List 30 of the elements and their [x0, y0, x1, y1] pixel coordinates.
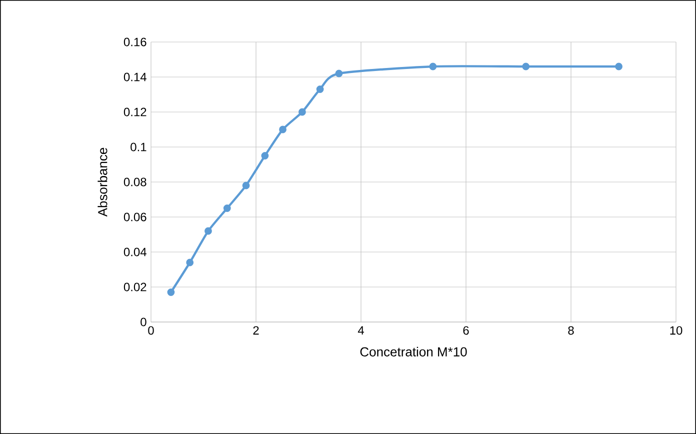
y-tick-label: 0.06: [124, 212, 146, 222]
point: [522, 62, 530, 70]
y-tick-label: 0.1: [130, 142, 146, 152]
x-tick-label: 0: [148, 326, 154, 335]
point: [223, 204, 231, 212]
point: [335, 70, 343, 78]
y-tick-label: 0.12: [124, 108, 146, 116]
point: [242, 182, 250, 190]
y-tick-label: 0.04: [124, 248, 146, 256]
point: [429, 62, 437, 70]
point: [279, 126, 286, 134]
point: [204, 227, 212, 235]
x-tick-label: 2: [253, 326, 259, 335]
x-tick-label: 10: [670, 326, 682, 335]
x-axis-title: Concetration M*10: [360, 346, 467, 356]
point: [186, 258, 194, 266]
y-tick-label: 0.02: [124, 282, 146, 292]
y-tick-label: 0.14: [124, 72, 146, 82]
point: [298, 108, 306, 116]
point: [615, 62, 622, 70]
point: [316, 86, 324, 93]
y-tick-label: 0.16: [124, 38, 146, 46]
point: [167, 288, 175, 296]
x-tick-label: 6: [463, 326, 469, 335]
y-axis-title: Absorbance: [98, 148, 108, 217]
x-tick-label: 8: [568, 326, 574, 335]
y-tick-label: 0.08: [124, 178, 146, 186]
x-tick-label: 4: [358, 326, 364, 334]
y-tick-label: 0: [140, 318, 146, 326]
point: [261, 152, 269, 160]
